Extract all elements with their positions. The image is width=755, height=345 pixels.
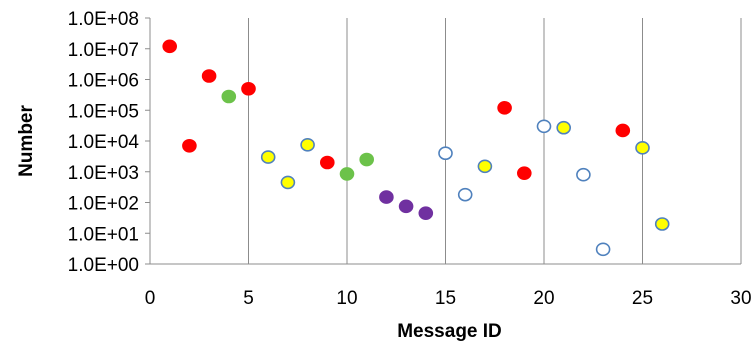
data-point-yellow <box>260 150 276 164</box>
data-point-green <box>221 89 237 104</box>
x-tick-label: 5 <box>243 288 254 309</box>
data-point-purple <box>418 206 434 220</box>
y-axis-title: Number <box>16 105 37 177</box>
data-point-yellow <box>635 141 650 155</box>
data-point-yellow <box>556 120 572 135</box>
y-tick-label: 1.0E+00 <box>68 255 139 276</box>
x-tick-label: 15 <box>435 288 456 309</box>
x-tick-label: 0 <box>145 288 156 309</box>
y-tick-label: 1.0E+08 <box>68 9 139 30</box>
data-point-yellow <box>300 138 315 152</box>
data-point-green <box>359 152 375 167</box>
data-point-hollow <box>438 146 453 161</box>
data-point-hollow <box>536 119 552 134</box>
data-point-red <box>615 123 631 138</box>
x-tick-label: 10 <box>336 288 357 309</box>
data-point-yellow <box>654 217 670 231</box>
y-tick-label: 1.0E+01 <box>68 224 139 245</box>
y-tick-label: 1.0E+06 <box>68 71 139 92</box>
data-point-hollow <box>595 242 611 257</box>
y-tick-label: 1.0E+02 <box>68 194 139 215</box>
data-point-red <box>182 138 197 153</box>
data-point-purple <box>398 199 414 214</box>
data-point-green <box>339 167 355 181</box>
data-point-purple <box>379 190 394 204</box>
x-axis-title: Message ID <box>397 321 502 342</box>
data-point-hollow <box>457 187 473 202</box>
x-tick-label: 20 <box>533 288 554 309</box>
data-point-red <box>241 81 256 96</box>
data-point-hollow <box>576 167 591 182</box>
x-tick-labels: 0 5 10 15 20 25 30 <box>145 288 752 309</box>
y-tick-label: 1.0E+05 <box>68 101 139 122</box>
data-point-red <box>319 155 335 170</box>
y-tick-label: 1.0E+07 <box>68 40 139 61</box>
data-point-red <box>497 101 512 115</box>
data-point-red <box>516 166 532 180</box>
grid-layer <box>248 18 742 264</box>
data-points <box>162 39 670 257</box>
data-point-red <box>201 69 217 83</box>
x-tick-label: 25 <box>632 288 653 309</box>
x-tick-label: 30 <box>730 288 751 309</box>
y-tick-label: 1.0E+04 <box>68 132 140 153</box>
y-tick-label: 1.0E+03 <box>68 163 139 184</box>
data-point-yellow <box>280 175 296 190</box>
y-tick-labels: 1.0E+00 1.0E+01 1.0E+02 1.0E+03 1.0E+04 1.0E+… <box>68 9 150 276</box>
data-point-yellow <box>477 159 493 174</box>
data-point-red <box>162 39 177 54</box>
